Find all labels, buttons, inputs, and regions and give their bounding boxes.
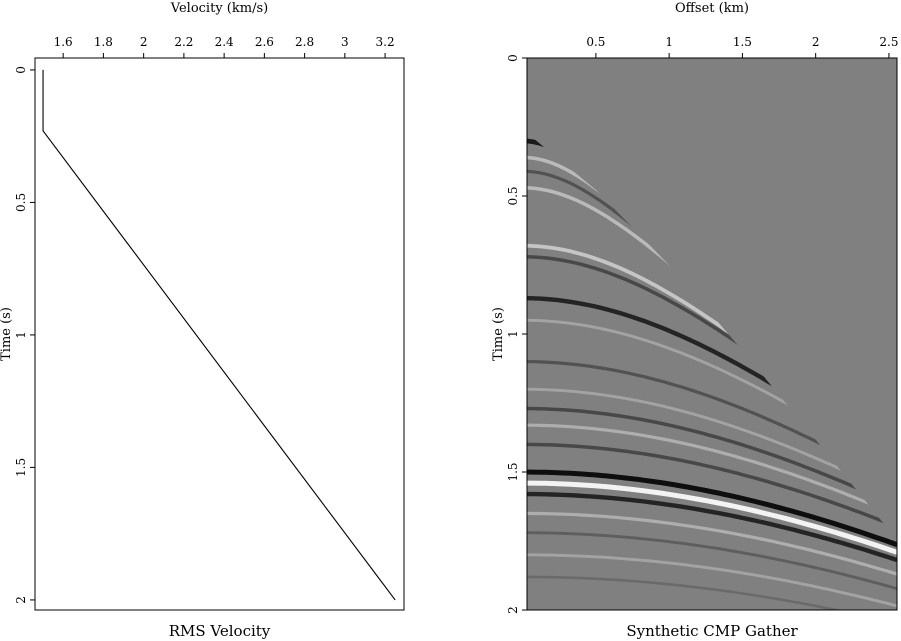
x-tick-label: 2.5 — [879, 35, 898, 49]
velocity-line — [42, 69, 396, 601]
y-tick-label: 2 — [506, 606, 520, 614]
x-axis-label: Velocity (km/s) — [170, 1, 268, 16]
reflection-event — [527, 423, 897, 517]
x-tick-label: 2 — [812, 35, 820, 49]
reflection-event — [527, 442, 897, 529]
reflection-event — [527, 469, 897, 548]
y-tick-label: 1.5 — [14, 458, 28, 477]
x-tick-label: 2.6 — [255, 35, 274, 49]
y-tick-label: 2 — [14, 596, 28, 604]
y-tick-label: 0 — [14, 66, 28, 74]
x-tick-label: 2.2 — [174, 35, 193, 49]
x-tick-label: 2.4 — [215, 35, 234, 49]
reflection-event — [527, 387, 897, 498]
reflection-event — [527, 511, 897, 576]
plot-frame — [34, 57, 405, 611]
x-tick-label: 3.2 — [376, 35, 395, 49]
x-axis-label: Offset (km) — [675, 1, 749, 16]
chart-title: Synthetic CMP Gather — [626, 622, 798, 640]
reflection-event — [527, 491, 897, 563]
y-tick-label: 0.5 — [506, 186, 520, 205]
reflection-event — [527, 553, 897, 608]
y-tick-label: 1 — [14, 331, 28, 339]
reflection-event — [527, 531, 897, 591]
reflection-event — [527, 406, 897, 508]
panel-left: 1.6 1.8 2 2.2 2.4 2.6 2.8 3 3.2 0 0.5 1 1.5 2 Velocity… — [0, 1, 405, 640]
chart-title: RMS Velocity — [169, 622, 271, 640]
gather-background — [527, 58, 897, 610]
y-tick-label: 0 — [506, 54, 520, 62]
y-axis-label: Time (s) — [0, 307, 14, 361]
y-tick-label: 1.5 — [506, 462, 520, 481]
x-tick-label: 2.8 — [295, 35, 314, 49]
x-tick-label: 0.5 — [586, 35, 605, 49]
x-tick-label: 1 — [665, 35, 673, 49]
panel-right: 0.5 1 1.5 2 2.5 0 0.5 1 1.5 2 Offset (km) Time (s) S… — [491, 1, 898, 640]
y-axis-label: Time (s) — [491, 307, 506, 361]
y-tick-label: 1 — [506, 330, 520, 338]
y-tick-label: 0.5 — [14, 193, 28, 212]
x-tick-label: 2 — [140, 35, 148, 49]
x-tick-label: 1.8 — [94, 35, 113, 49]
x-tick-label: 1.6 — [54, 35, 73, 49]
x-tick-label: 1.5 — [733, 35, 752, 49]
x-tick-label: 3 — [341, 35, 349, 49]
reflection-event — [527, 480, 897, 555]
